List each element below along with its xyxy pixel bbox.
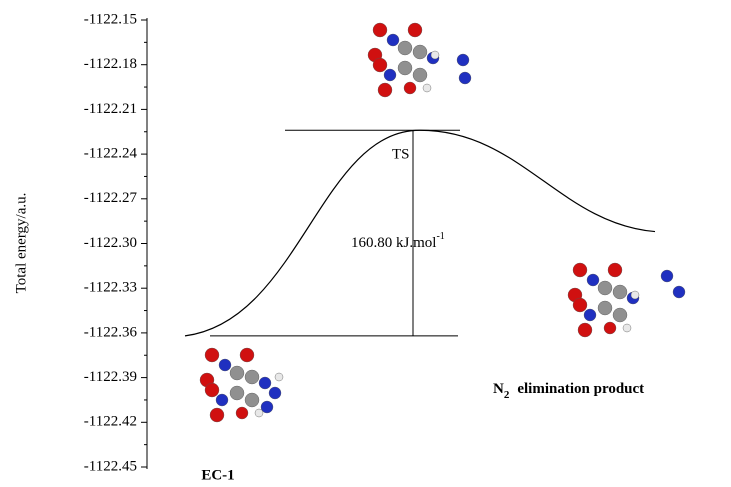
chart: Total energy/a.u. TS EC-1 N2 elimination … — [0, 0, 731, 487]
y-tick-label: -1122.36 — [84, 324, 138, 340]
atom — [205, 383, 219, 397]
atom — [269, 387, 281, 399]
atom — [230, 366, 244, 380]
atom — [373, 23, 387, 37]
y-tick-label: -1122.45 — [84, 458, 137, 474]
atom — [423, 84, 431, 92]
atom — [661, 270, 673, 282]
atom — [205, 348, 219, 362]
atom — [219, 359, 231, 371]
atom — [613, 308, 627, 322]
atom — [261, 401, 273, 413]
atom — [598, 301, 612, 315]
y-axis-label: Total energy/a.u. — [13, 193, 29, 294]
atom — [384, 69, 396, 81]
atom — [413, 45, 427, 59]
barrier-label: 160.80 kJ.mol-1 — [351, 231, 445, 251]
atom — [413, 68, 427, 82]
barrier-sup: -1 — [436, 231, 444, 242]
y-tick-label: -1122.33 — [84, 280, 137, 296]
atom — [587, 274, 599, 286]
atom — [573, 298, 587, 312]
atom — [631, 291, 639, 299]
atom — [604, 322, 616, 334]
atom — [613, 285, 627, 299]
atom — [373, 58, 387, 72]
y-tick-label: -1122.42 — [84, 414, 137, 430]
atom — [459, 72, 471, 84]
y-tick-label: -1122.18 — [84, 56, 137, 72]
barrier-text: 160.80 kJ.mol — [351, 235, 436, 251]
y-tick-label: -1122.39 — [84, 369, 137, 385]
y-tick-label: -1122.21 — [84, 101, 137, 117]
atom — [578, 323, 592, 337]
atom — [398, 61, 412, 75]
atom — [608, 263, 622, 277]
atom — [387, 34, 399, 46]
reactant-label: EC-1 — [201, 467, 234, 483]
y-tick-label: -1122.15 — [84, 11, 137, 27]
atom — [457, 54, 469, 66]
y-tick-label: -1122.27 — [84, 190, 138, 206]
product-label: N2 elimination product — [493, 381, 644, 400]
product-label-rest: elimination product — [517, 381, 644, 397]
atom — [404, 82, 416, 94]
atom — [259, 377, 271, 389]
atom — [230, 386, 244, 400]
atom — [623, 324, 631, 332]
atom — [216, 394, 228, 406]
atom — [598, 281, 612, 295]
atom — [584, 309, 596, 321]
atom — [210, 408, 224, 422]
y-tick-label: -1122.24 — [84, 146, 138, 162]
atom — [240, 348, 254, 362]
atom — [275, 373, 283, 381]
atom — [431, 51, 439, 59]
atom — [673, 286, 685, 298]
atom — [236, 407, 248, 419]
product-label-sub: 2 — [504, 389, 510, 401]
y-tick-label: -1122.30 — [84, 235, 137, 251]
atom — [408, 23, 422, 37]
atom — [398, 41, 412, 55]
atom — [573, 263, 587, 277]
product-label-main: N — [493, 381, 504, 397]
atom — [378, 83, 392, 97]
atom — [245, 370, 259, 384]
ts-label: TS — [392, 146, 410, 162]
atom — [245, 393, 259, 407]
